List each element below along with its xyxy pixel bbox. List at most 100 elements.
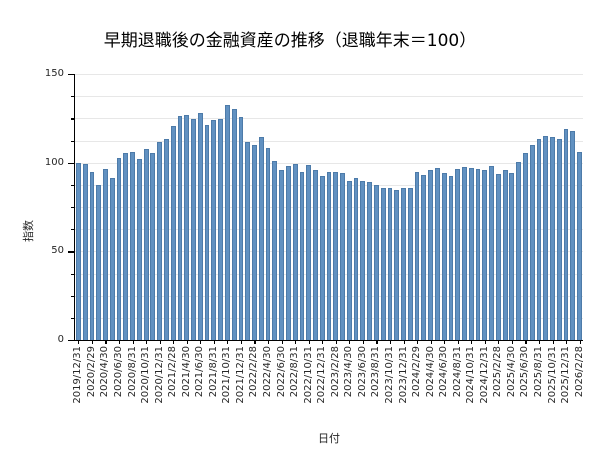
x-tick [511, 340, 513, 344]
y-minor-tick [70, 295, 74, 297]
bar [462, 167, 467, 340]
bar [482, 169, 488, 340]
bar [367, 182, 373, 340]
bar [265, 147, 271, 340]
bar [89, 171, 95, 340]
x-tick-label: 2020/2/29 [85, 346, 97, 398]
x-tick-label: 2024/2/29 [411, 346, 423, 398]
bar [177, 115, 183, 340]
y-tick-label: 100 [44, 156, 64, 168]
x-tick-label: 2025/6/30 [519, 346, 531, 398]
y-minor-tick [70, 207, 74, 209]
bar [96, 184, 102, 340]
plot-area: 0 50 100 150 2019/12/31 2020/2/29 2020/4/30 20… [45, 69, 585, 404]
y-minor-tick [70, 229, 74, 231]
x-tick-label: 2024/10/31 [465, 346, 477, 404]
x-tick [362, 340, 364, 344]
bar [191, 119, 196, 340]
x-tick-label: 2022/8/31 [289, 346, 301, 398]
bar [380, 187, 386, 340]
bar [225, 105, 230, 340]
x-tick [322, 340, 324, 344]
x-tick [349, 340, 351, 344]
y-minor-tick [70, 140, 74, 142]
x-tick [200, 340, 202, 344]
bar [340, 173, 345, 340]
bar [285, 166, 291, 340]
x-tick [240, 340, 243, 344]
bar [495, 174, 501, 340]
bar [414, 172, 420, 340]
y-axis-spine [74, 74, 76, 340]
y-axis-label: 指数 [22, 220, 35, 242]
x-tick [213, 340, 215, 344]
x-tick [105, 340, 107, 344]
bar [550, 136, 555, 340]
x-tick-label: 2025/12/31 [560, 346, 572, 404]
y-major-tick [68, 251, 74, 253]
bar [570, 130, 576, 340]
x-tick-label: 2023/6/30 [356, 346, 368, 398]
x-tick-label: 2022/10/31 [302, 346, 314, 404]
y-minor-tick [70, 96, 74, 98]
x-tick-label: 2021/10/31 [221, 346, 233, 404]
bar [197, 113, 203, 340]
bar [150, 152, 156, 340]
x-tick-label: 2024/4/30 [424, 346, 436, 398]
x-tick-label: 2021/8/31 [207, 346, 219, 398]
gridline [75, 140, 583, 142]
x-tick [173, 340, 175, 344]
x-tick-label: 2022/6/30 [275, 346, 287, 398]
bar [204, 125, 210, 340]
x-tick [254, 340, 256, 344]
x-tick [281, 340, 283, 344]
x-tick [132, 340, 134, 344]
x-tick-label: 2023/4/30 [343, 346, 355, 398]
x-tick-label: 2026/2/28 [573, 346, 585, 398]
gridline [75, 162, 583, 164]
bar [231, 109, 237, 340]
bar [502, 169, 508, 340]
bar [313, 169, 318, 340]
gridline [75, 96, 583, 98]
x-tick-label: 2022/12/31 [316, 346, 328, 404]
bar [123, 152, 129, 340]
bar [143, 149, 149, 340]
x-tick-label: 2022/2/28 [248, 346, 260, 398]
bar [238, 116, 244, 340]
x-tick-label: 2025/4/30 [505, 346, 517, 398]
bar [258, 136, 264, 340]
x-tick-label: 2025/8/31 [532, 346, 544, 398]
bar [157, 142, 163, 340]
bar [536, 138, 542, 340]
x-tick-label: 2023/2/28 [329, 346, 341, 398]
bar [516, 161, 522, 340]
bar [136, 159, 142, 340]
bar [353, 177, 359, 340]
bar [509, 173, 515, 340]
x-tick [389, 340, 392, 344]
y-minor-tick [70, 273, 74, 275]
bar [252, 144, 257, 340]
bar [306, 165, 312, 340]
y-minor-tick [70, 118, 74, 120]
x-tick-label: 2025/2/28 [492, 346, 504, 398]
y-tick-label: 0 [57, 334, 64, 345]
bar [421, 175, 427, 340]
x-tick-label: 2023/12/31 [397, 346, 409, 404]
x-tick [335, 340, 337, 344]
bar [401, 188, 406, 340]
x-tick-label: 2024/12/31 [478, 346, 490, 404]
bar [109, 177, 115, 340]
bar [434, 168, 440, 340]
bar [82, 164, 88, 340]
x-tick-label: 2024/8/31 [451, 346, 463, 398]
y-major-tick [68, 340, 74, 342]
x-tick [159, 340, 161, 344]
bar [333, 172, 339, 340]
bar [184, 114, 190, 340]
x-tick [525, 340, 527, 344]
x-tick [295, 340, 297, 344]
x-tick-label: 2020/12/31 [153, 346, 165, 404]
x-tick-label: 2024/6/30 [438, 346, 450, 398]
